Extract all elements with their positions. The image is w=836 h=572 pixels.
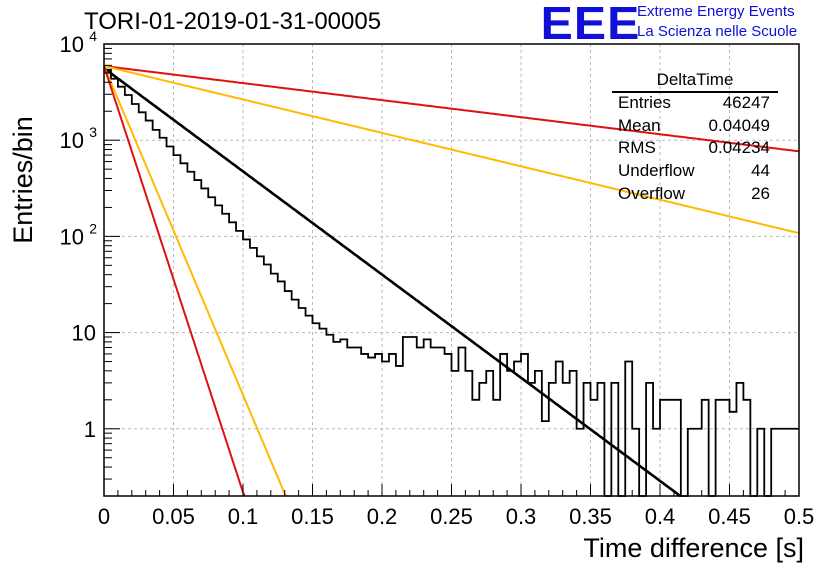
- stats-row: Entries 46247: [618, 93, 770, 115]
- y-tick-exponent: 4: [89, 28, 97, 44]
- x-tick-label: 0.05: [152, 504, 195, 529]
- exp-curve-yellow: [103, 65, 800, 235]
- x-tick-label: 0: [98, 504, 110, 529]
- plot-title: TORI-01-2019-01-31-00005: [84, 8, 382, 35]
- exp-curve-yellow: [103, 65, 288, 497]
- stats-label: RMS: [618, 138, 656, 157]
- stats-label: Overflow: [618, 184, 686, 203]
- x-tick-label: 0.5: [784, 504, 815, 529]
- stats-value: 26: [751, 184, 770, 203]
- logo-caption-1: Extreme Energy Events: [637, 3, 795, 20]
- x-tick-label: 0.15: [291, 504, 334, 529]
- y-tick-label: 10: [60, 128, 84, 153]
- x-tick-label: 0.1: [228, 504, 259, 529]
- x-tick-label: 0.3: [506, 504, 537, 529]
- stats-value: 0.04234: [708, 138, 770, 157]
- stats-label: Entries: [618, 93, 671, 112]
- stats-box: DeltaTime Entries 46247 Mean 0.04049 RMS…: [612, 70, 778, 210]
- x-tick-label: 0.45: [708, 504, 751, 529]
- y-tick-label: 10: [60, 32, 84, 57]
- stats-value: 46247: [722, 93, 770, 112]
- stats-divider: [612, 91, 778, 93]
- grid-lines: [104, 44, 799, 496]
- exp-curve-red: [103, 65, 800, 153]
- x-axis-label: Time difference [s]: [583, 533, 804, 563]
- chart-marks: [103, 65, 800, 498]
- x-tick-label: 0.25: [430, 504, 473, 529]
- y-tick-label: 10: [60, 224, 84, 249]
- y-axis-label: Entries/bin: [8, 116, 38, 244]
- stats-value: 0.04049: [708, 116, 770, 135]
- x-tick-label: 0.2: [367, 504, 398, 529]
- x-tick-label: 0.4: [645, 504, 676, 529]
- axis-ticks: [103, 43, 800, 497]
- stats-label: Underflow: [618, 161, 695, 180]
- stats-value: 44: [751, 161, 770, 180]
- stats-row: Mean 0.04049: [618, 116, 770, 138]
- y-tick-label: 10: [72, 321, 96, 346]
- stats-row: Overflow 26: [618, 184, 770, 206]
- stats-row: RMS 0.04234: [618, 138, 770, 160]
- x-tick-label: 0.35: [569, 504, 612, 529]
- stats-label: Mean: [618, 116, 661, 135]
- stats-title: DeltaTime: [656, 70, 734, 89]
- stats-row: Underflow 44: [618, 161, 770, 183]
- exp-curve-red: [103, 65, 246, 497]
- tick-labels: 0 0.05 0.1 0.15 0.2 0.25 0.3 0.35 0.4 0.45 0.5 1 10 1…: [60, 28, 815, 529]
- logo-caption-2: La Scienza nelle Scuole: [637, 23, 798, 40]
- histogram-outline: [104, 68, 799, 497]
- exp-curve-black: [103, 67, 682, 498]
- y-tick-label: 1: [84, 417, 96, 442]
- y-tick-exponent: 2: [89, 220, 97, 236]
- y-tick-exponent: 3: [89, 124, 97, 140]
- eee-logo: EEE: [540, 0, 641, 49]
